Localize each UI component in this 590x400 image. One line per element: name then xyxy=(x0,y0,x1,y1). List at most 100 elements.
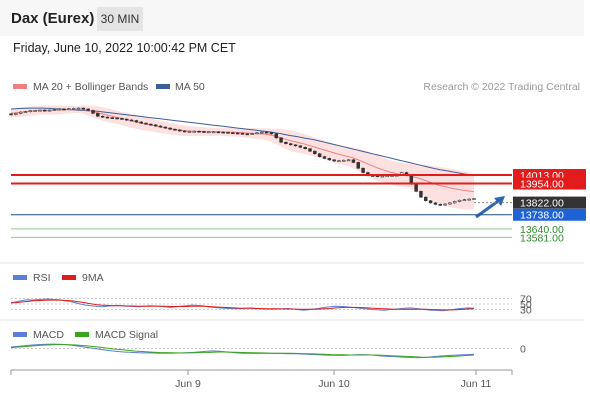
candle-body xyxy=(342,159,346,162)
candle-body xyxy=(303,146,307,150)
instrument-title: Dax (Eurex) xyxy=(11,10,95,27)
level-label-pivot: 13738.00 xyxy=(520,210,564,222)
candle-body xyxy=(308,148,312,152)
candle-body xyxy=(62,108,66,111)
candle-body xyxy=(457,199,462,202)
rsi-legend: RSI 9MA xyxy=(13,272,104,284)
candle-body xyxy=(14,113,18,115)
chart-datetime: Friday, June 10, 2022 10:00:42 PM CET xyxy=(13,41,236,55)
candle-body xyxy=(231,132,235,134)
rsi-tick-label: 70 xyxy=(520,293,532,305)
candle-body xyxy=(110,117,115,119)
macd-line xyxy=(10,343,475,359)
rsi-ma-label: 9MA xyxy=(82,272,104,284)
level-label-support: 13640.00 xyxy=(520,224,564,236)
candle-body xyxy=(125,118,129,121)
candle-body xyxy=(288,143,293,146)
candle-body xyxy=(462,199,467,202)
candle-body xyxy=(52,109,57,111)
candle-body xyxy=(202,131,206,133)
candle-body xyxy=(322,156,327,159)
candle-body xyxy=(264,131,269,134)
candle-body xyxy=(467,198,471,201)
candle-body xyxy=(255,132,259,135)
candle-body xyxy=(120,118,124,120)
rsi-tick-label: 30 xyxy=(520,305,532,317)
candle-body xyxy=(438,204,442,206)
candle-body xyxy=(139,121,143,124)
forecast-arrow-head xyxy=(494,196,505,206)
candle-body xyxy=(38,109,42,112)
candle-body xyxy=(81,107,86,110)
bollinger-band xyxy=(11,105,474,210)
candle-body xyxy=(168,127,172,130)
rsi-ma-swatch xyxy=(62,275,76,280)
candle-body xyxy=(47,109,52,112)
candle-body xyxy=(153,124,158,127)
candle-body xyxy=(361,167,365,173)
level-tag-last xyxy=(513,196,586,209)
macd-swatch xyxy=(13,332,27,337)
candle-body xyxy=(91,110,95,114)
candle-body xyxy=(346,159,351,162)
candle-body xyxy=(443,203,447,206)
macd-legend: MACD MACD Signal xyxy=(13,329,158,341)
rsi-swatch xyxy=(13,275,27,280)
forecast-arrow-shaft xyxy=(475,197,502,219)
candle-body xyxy=(9,113,13,116)
candle-body xyxy=(158,125,163,128)
macd-label: MACD xyxy=(33,329,64,341)
ma-bollinger-swatch xyxy=(13,84,27,89)
candle-body xyxy=(129,119,134,122)
candle-body xyxy=(428,200,433,204)
candle-body xyxy=(163,126,168,129)
rsi-label: RSI xyxy=(33,272,51,284)
candle-body xyxy=(240,132,245,135)
candle-body xyxy=(67,108,71,111)
candle-body xyxy=(235,132,240,135)
x-tick-label: Jun 10 xyxy=(318,378,350,390)
candle-body xyxy=(472,198,476,200)
level-label-support: 13581.00 xyxy=(520,232,564,244)
candle-body xyxy=(332,159,336,162)
candle-body xyxy=(317,153,322,157)
candle-body xyxy=(298,145,303,148)
candle-body xyxy=(337,160,341,163)
ma-bollinger-label: MA 20 + Bollinger Bands xyxy=(33,81,148,93)
level-tag-pivot xyxy=(513,208,586,221)
candle-body xyxy=(43,109,47,112)
candle-body xyxy=(327,158,332,161)
candle-body xyxy=(414,183,418,192)
macd-tick-label: 0 xyxy=(520,343,526,355)
credit-label: Research © 2022 Trading Central xyxy=(423,81,580,93)
candle-body xyxy=(260,131,264,134)
candle-body xyxy=(100,115,105,118)
candle-body xyxy=(57,108,61,111)
candle-body xyxy=(211,131,216,134)
ma50-label: MA 50 xyxy=(175,81,205,93)
timeframe-button[interactable]: 30 MIN xyxy=(97,7,143,31)
candle-body xyxy=(178,129,182,132)
candle-body xyxy=(226,132,230,134)
chart-header: Dax (Eurex) 30 MIN xyxy=(0,0,584,36)
macd-signal-swatch xyxy=(75,332,89,337)
candle-body xyxy=(269,132,274,135)
candle-body xyxy=(76,107,81,110)
rsi-ma-line xyxy=(10,299,475,311)
candle-body xyxy=(448,202,452,205)
candle-body xyxy=(23,111,28,113)
candle-body xyxy=(452,201,457,204)
candle-body xyxy=(351,159,356,163)
levels-layer: 14013.0013954.0013822.0013738.0013640.00… xyxy=(11,169,586,244)
candle-body xyxy=(313,150,317,155)
candle-body xyxy=(216,131,221,134)
candle-body xyxy=(380,175,385,178)
macd-panel: 0 xyxy=(10,343,526,359)
level-label-last: 13822.00 xyxy=(520,198,564,210)
candle-body xyxy=(245,133,250,136)
price-legend: MA 20 + Bollinger Bands MA 50 Research ©… xyxy=(13,81,580,93)
candle-body xyxy=(424,196,428,202)
